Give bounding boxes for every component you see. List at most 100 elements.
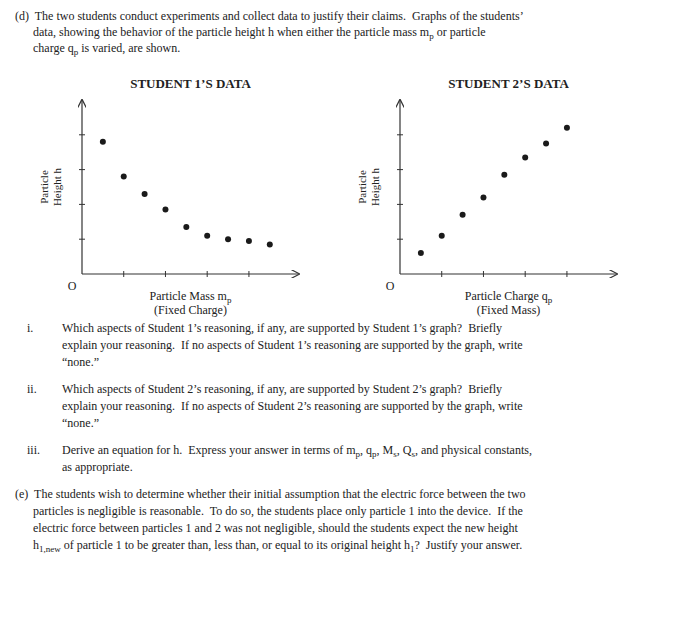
x-tick [525, 271, 526, 277]
text-segment: (Fixed Mass) [477, 303, 541, 317]
text-segment: “none.” [62, 416, 99, 430]
point [267, 241, 273, 247]
point [121, 174, 127, 180]
y-tick [397, 204, 403, 205]
chart: STUDENT 2’S DATAOParticleHeight hParticl… [356, 76, 618, 317]
point [246, 238, 252, 244]
point [564, 125, 570, 131]
chart-title: STUDENT 2’S DATA [448, 76, 569, 91]
intro-line: (d) The two students conduct experiments… [15, 9, 524, 23]
y-axis-line [399, 100, 400, 274]
y-tick [79, 134, 85, 135]
point [480, 194, 486, 200]
chart: STUDENT 1’S DATAOParticleHeight hParticl… [38, 76, 300, 317]
intro: (d) The two students conduct experiments… [15, 9, 524, 57]
origin-label: O [68, 279, 77, 293]
question-line: Derive an equation for h. Express your a… [62, 443, 532, 459]
x-axis-label: (Fixed Mass) [477, 303, 541, 317]
question-line: particles is negligible is reasonable. T… [15, 504, 523, 518]
x-tick [566, 271, 567, 277]
x-tick [441, 271, 442, 277]
x-tick [207, 271, 208, 277]
points [100, 139, 273, 248]
question-line: “none.” [62, 416, 99, 430]
text-segment: explain your reasoning. If no aspects of… [62, 338, 523, 352]
x-axis-label: (Fixed Charge) [154, 303, 227, 317]
question-label: ii. [27, 382, 37, 396]
subscript: 1,new [39, 544, 61, 554]
text-segment: Particle Mass m [150, 289, 228, 303]
point [522, 154, 528, 160]
y-tick [79, 204, 85, 205]
question-label: iii. [27, 443, 40, 457]
question-line: explain your reasoning. If no aspects of… [62, 338, 523, 352]
text-segment: (d) The two students conduct experiments… [15, 9, 524, 23]
y-tick [397, 239, 403, 240]
x-tick [165, 271, 166, 277]
text-segment: (Fixed Charge) [154, 303, 227, 317]
question-line: h1,new of particle 1 to be greater than,… [15, 538, 522, 554]
text-segment: ? Justify your answer. [414, 538, 522, 552]
text-segment: as appropriate. [62, 460, 133, 474]
question-line: electric force between particles 1 and 2… [15, 521, 519, 535]
text-segment: explain your reasoning. If no aspects of… [62, 399, 523, 413]
subscript: p [548, 295, 553, 305]
x-axis-line [82, 273, 299, 274]
subscript: p [227, 295, 232, 305]
text-segment: Which aspects of Student 2’s reasoning, … [62, 382, 502, 396]
y-tick [79, 239, 85, 240]
page: (d) The two students conduct experiments… [0, 0, 700, 632]
point [204, 233, 210, 239]
points [418, 125, 570, 256]
text-segment: or particle [434, 25, 486, 39]
questions: i. Which aspects of Student 1’s reasoning… [15, 321, 532, 554]
question-line: Which aspects of Student 2’s reasoning, … [62, 382, 502, 396]
point [183, 224, 189, 230]
y-axis-label-line: Particle [356, 170, 368, 204]
x-axis-line [400, 273, 617, 274]
intro-line: charge qp is varied, are shown. [15, 41, 180, 57]
question-line: as appropriate. [62, 460, 133, 474]
text-segment: , M [377, 443, 394, 457]
point [501, 172, 507, 178]
text-segment: of particle 1 to be greater than, less t… [61, 538, 410, 552]
point [142, 191, 148, 197]
question-line: explain your reasoning. If no aspects of… [62, 399, 523, 413]
text-segment: (e) The students wish to determine wheth… [15, 487, 526, 501]
y-axis-label-line: Particle [38, 170, 50, 204]
text-segment: h [15, 538, 39, 552]
x-tick [123, 271, 124, 277]
chart-title: STUDENT 1’S DATA [130, 76, 251, 91]
question-line: (e) The students wish to determine wheth… [15, 487, 526, 501]
x-tick [248, 271, 249, 277]
y-axis-label: ParticleHeight h [356, 167, 381, 206]
text-segment: electric force between particles 1 and 2… [15, 521, 519, 535]
point [543, 141, 549, 147]
point [418, 250, 424, 256]
text-segment: is varied, are shown. [78, 41, 180, 55]
origin-label: O [386, 279, 395, 293]
y-axis-label-line: Height h [369, 167, 381, 206]
text-segment: charge q [15, 41, 74, 55]
y-axis-label: ParticleHeight h [38, 167, 63, 206]
text-segment: particles is negligible is reasonable. T… [15, 504, 523, 518]
text-segment: “none.” [62, 355, 99, 369]
point [439, 233, 445, 239]
y-axis-label-line: Height h [51, 167, 63, 206]
y-axis-line [81, 100, 82, 274]
text-segment: , and physical constants, [415, 443, 532, 457]
text-segment: Which aspects of Student 1’s reasoning, … [62, 321, 502, 335]
intro-line: data, showing the behavior of the partic… [15, 25, 486, 41]
y-tick [397, 169, 403, 170]
question-label: i. [27, 321, 33, 335]
question-line: “none.” [62, 355, 99, 369]
point [100, 139, 106, 145]
question-line: Which aspects of Student 1’s reasoning, … [62, 321, 502, 335]
point [460, 212, 466, 218]
text-segment: Particle Charge q [465, 289, 548, 303]
point [225, 236, 231, 242]
x-tick [483, 271, 484, 277]
text-segment: data, showing the behavior of the partic… [15, 25, 430, 39]
y-tick [397, 134, 403, 135]
point [162, 207, 168, 213]
